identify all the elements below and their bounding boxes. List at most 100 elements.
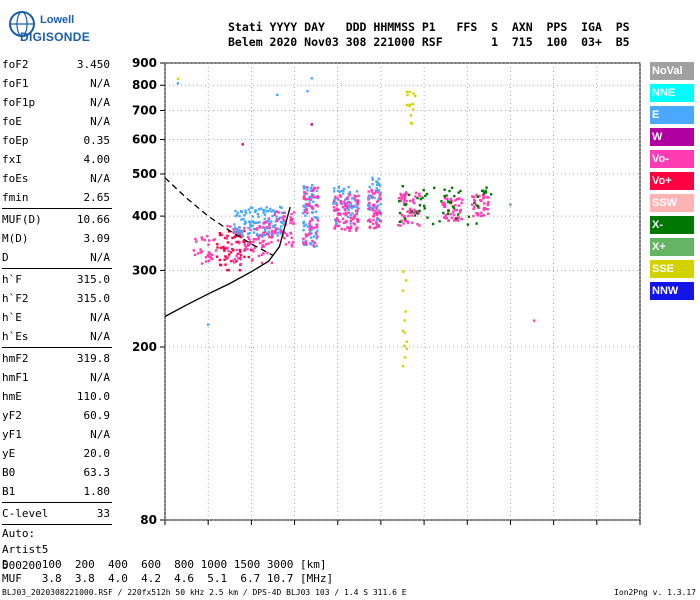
data-point <box>235 213 239 217</box>
data-point <box>481 194 484 197</box>
param-value: N/A <box>90 115 110 128</box>
data-point <box>310 236 313 239</box>
data-point <box>336 189 340 193</box>
data-point <box>416 212 420 216</box>
data-point <box>410 210 413 213</box>
data-point <box>256 212 259 216</box>
data-point <box>482 193 486 197</box>
data-point <box>195 240 198 243</box>
data-point <box>399 224 402 227</box>
data-point <box>268 227 271 230</box>
data-point <box>239 262 243 266</box>
data-point <box>316 229 319 232</box>
data-point <box>406 220 409 223</box>
data-point <box>347 208 350 212</box>
data-point <box>404 219 408 223</box>
data-point <box>304 240 308 243</box>
data-point <box>268 222 271 225</box>
data-point <box>368 225 371 229</box>
data-point <box>286 234 289 237</box>
data-point <box>291 240 295 244</box>
data-point <box>346 206 349 210</box>
logo-text-digisonde: DIGISONDE <box>20 30 91 44</box>
data-point <box>406 210 409 213</box>
data-point <box>443 194 446 198</box>
data-point <box>346 226 349 229</box>
data-point <box>416 196 419 200</box>
param-value: N/A <box>90 428 110 441</box>
data-point <box>311 184 314 187</box>
data-point <box>482 213 486 217</box>
data-point <box>262 245 266 248</box>
data-point <box>216 242 219 246</box>
data-point <box>370 190 374 193</box>
autoscaling-info-line: Artist5 <box>2 543 49 556</box>
data-point <box>374 221 378 224</box>
data-point <box>456 219 460 222</box>
data-point <box>377 177 380 180</box>
data-point <box>377 199 380 203</box>
data-point <box>424 194 427 198</box>
data-point <box>414 195 417 198</box>
param-label: foEp <box>2 134 29 147</box>
data-point <box>261 226 265 229</box>
data-point-outlier <box>206 323 210 326</box>
data-point <box>231 236 234 240</box>
data-point <box>256 221 259 224</box>
data-point <box>309 189 313 192</box>
data-point <box>371 182 374 186</box>
data-point <box>312 200 315 203</box>
data-point <box>257 254 261 258</box>
data-point <box>408 199 412 203</box>
legend-item-nnw: NNW <box>650 282 694 300</box>
data-point <box>261 244 264 247</box>
data-point <box>267 232 270 235</box>
param-row-fxi: fxI 4.00 <box>2 150 112 169</box>
param-row-hf: h`F 315.0 <box>2 270 112 289</box>
data-point-outlier <box>509 203 512 206</box>
data-point <box>271 214 274 218</box>
data-point <box>473 199 477 203</box>
data-point <box>226 241 230 244</box>
data-point <box>237 257 240 260</box>
data-point <box>302 237 305 240</box>
data-point <box>438 220 441 223</box>
data-point <box>270 261 274 265</box>
data-point <box>419 197 423 201</box>
data-point <box>375 207 378 210</box>
data-point <box>456 197 459 201</box>
data-point <box>335 201 338 205</box>
data-point <box>403 203 406 206</box>
data-point <box>475 212 478 215</box>
data-point <box>278 216 282 219</box>
data-point <box>334 209 337 212</box>
data-point <box>454 218 457 222</box>
data-point-outlier <box>241 143 244 146</box>
data-point <box>310 189 314 192</box>
data-point <box>338 220 341 224</box>
data-point <box>308 198 312 201</box>
data-point <box>306 225 310 228</box>
data-point <box>452 210 455 213</box>
data-point <box>257 207 261 211</box>
data-point <box>243 226 246 230</box>
data-point <box>261 233 264 237</box>
data-point <box>379 184 382 187</box>
param-label: fxI <box>2 153 22 166</box>
data-point <box>442 216 446 219</box>
data-point <box>403 198 406 202</box>
data-point <box>308 195 311 198</box>
data-point <box>486 208 489 211</box>
data-point <box>274 220 278 223</box>
param-label: hmF2 <box>2 352 29 365</box>
data-point <box>258 221 261 224</box>
data-point <box>340 200 343 204</box>
data-point <box>417 211 420 214</box>
data-point <box>355 229 358 232</box>
param-row-fof2: foF2 3.450 <box>2 55 112 74</box>
legend-item-x-: X+ <box>650 238 694 256</box>
data-point <box>223 258 226 261</box>
param-row-b0: B0 63.3 <box>2 463 112 482</box>
data-point <box>375 226 378 229</box>
data-point <box>227 249 230 253</box>
